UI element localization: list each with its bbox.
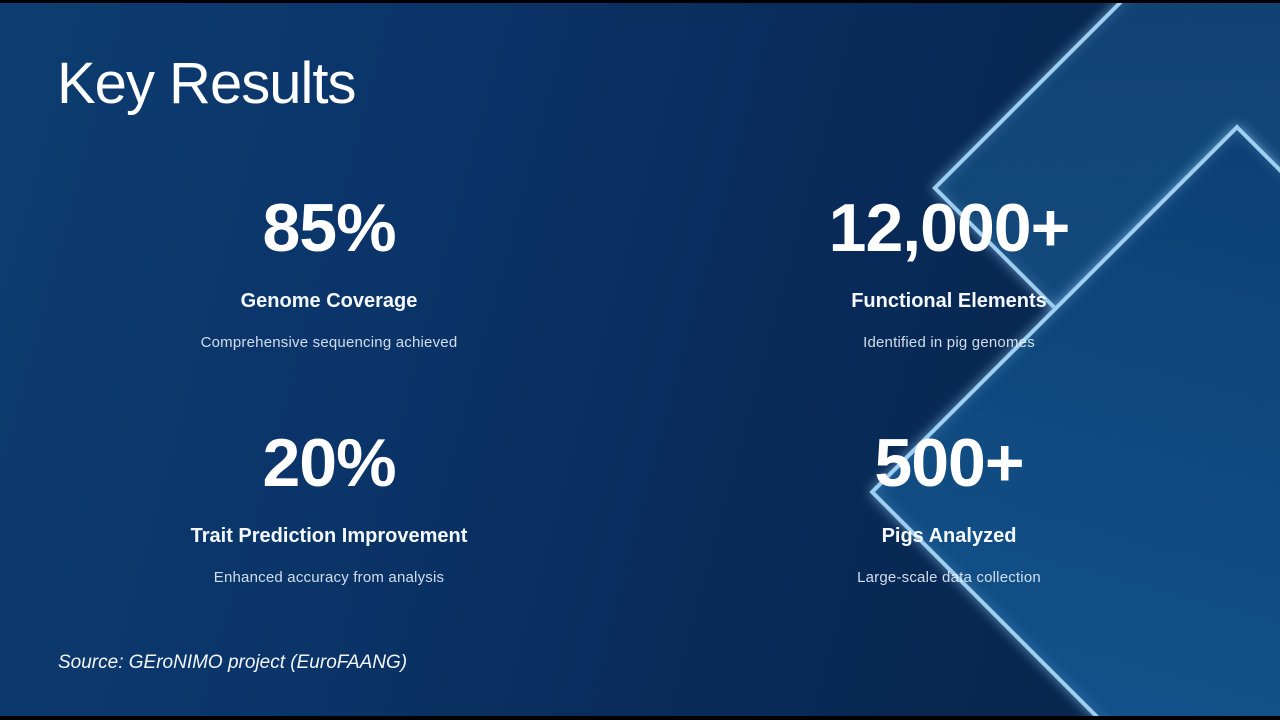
stat-description: Comprehensive sequencing achieved <box>200 334 458 352</box>
source-citation: Source: GEroNIMO project (EuroFAANG) <box>58 652 408 673</box>
stat-value: 85% <box>262 190 396 266</box>
stat-genome-coverage: 85% Genome Coverage Comprehensive sequen… <box>19 190 639 351</box>
stat-value: 500+ <box>874 425 1024 502</box>
slide-background <box>0 3 1280 716</box>
stat-label: Genome Coverage <box>240 290 418 313</box>
page-title: Key Results <box>57 51 356 116</box>
stat-label: Functional Elements <box>851 290 1047 313</box>
letterbox-bottom <box>0 716 1280 720</box>
stat-label: Trait Prediction Improvement <box>190 525 468 548</box>
stat-value: 20% <box>262 425 396 502</box>
stat-pigs-analyzed: 500+ Pigs Analyzed Large-scale data coll… <box>639 425 1259 586</box>
stat-label: Pigs Analyzed <box>881 525 1017 548</box>
letterbox-top <box>0 0 1280 3</box>
stat-value: 12,000+ <box>828 190 1071 266</box>
stat-trait-prediction: 20% Trait Prediction Improvement Enhance… <box>19 425 639 586</box>
stat-description: Large-scale data collection <box>857 569 1041 587</box>
stats-grid: 85% Genome Coverage Comprehensive sequen… <box>19 190 1259 586</box>
stat-description: Identified in pig genomes <box>863 334 1035 352</box>
stat-description: Enhanced accuracy from analysis <box>213 569 445 587</box>
stat-functional-elements: 12,000+ Functional Elements Identified i… <box>639 190 1259 351</box>
